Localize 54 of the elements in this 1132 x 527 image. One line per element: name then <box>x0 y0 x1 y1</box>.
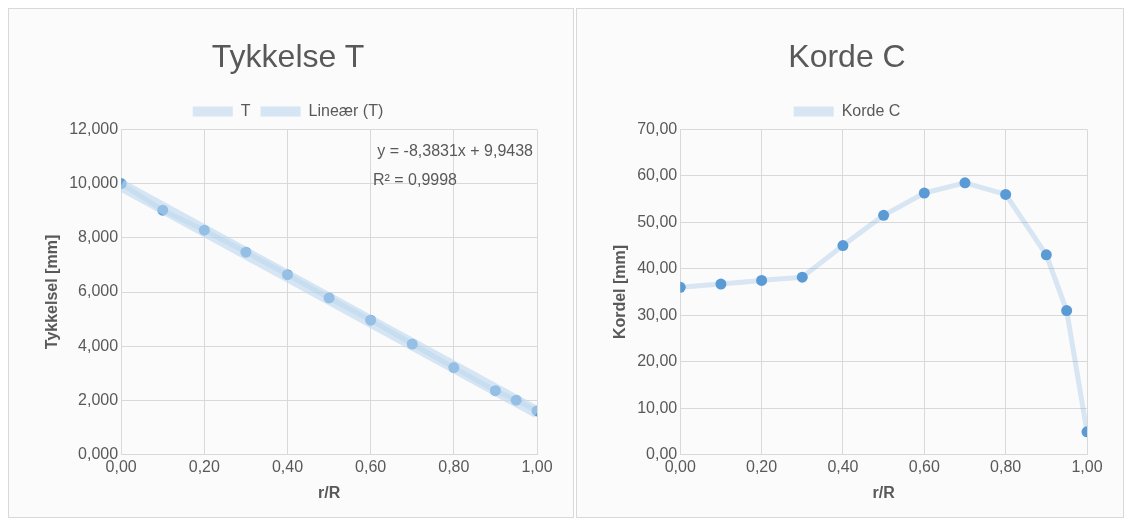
point <box>1000 188 1012 200</box>
x-axis-title: r/R <box>317 483 341 501</box>
y-axis-title: Tykkelsel [mm] <box>43 234 61 350</box>
y-tick-label: 40,00 <box>637 259 678 277</box>
y-tick-label: 20,00 <box>637 352 678 370</box>
y-axis-title: Kordel [mm] <box>611 244 629 340</box>
x-tick-label: 0,60 <box>355 457 387 475</box>
point <box>365 314 377 326</box>
y-tick-label: 30,00 <box>637 305 678 323</box>
chart-title: Tykkelse T <box>211 38 365 75</box>
point <box>489 385 501 397</box>
legend-label: T <box>240 101 251 119</box>
point <box>406 338 418 350</box>
chart-title: Korde C <box>788 38 906 75</box>
y-tick-label: 8,000 <box>78 228 119 246</box>
x-tick-label: 0,80 <box>438 457 470 475</box>
point <box>756 274 768 286</box>
legend-label: Lineær (T) <box>308 101 384 119</box>
point <box>448 362 460 374</box>
legend-label: Korde C <box>841 101 901 119</box>
point <box>1061 305 1073 317</box>
x-tick-label: 1,00 <box>521 457 553 475</box>
y-tick-label: 10,00 <box>637 398 678 416</box>
point <box>837 240 849 252</box>
x-tick-label: 0,60 <box>908 457 940 475</box>
y-tick-label: 2,000 <box>78 390 119 408</box>
annotation: y = -8,3831x + 9,9438 <box>377 141 534 159</box>
y-tick-label: 6,000 <box>78 282 119 300</box>
point <box>240 246 252 258</box>
point <box>959 177 971 189</box>
x-tick-label: 0,20 <box>188 457 220 475</box>
y-tick-label: 10,000 <box>69 174 119 192</box>
y-tick-label: 60,00 <box>637 166 678 184</box>
point <box>918 187 930 199</box>
point <box>1040 249 1052 261</box>
point <box>323 292 335 304</box>
point <box>878 209 890 221</box>
point <box>157 204 169 216</box>
point <box>796 271 808 283</box>
point <box>510 394 522 406</box>
x-axis-title: r/R <box>872 483 896 501</box>
x-tick-label: 0,40 <box>271 457 304 475</box>
y-tick-label: 70,00 <box>637 119 678 137</box>
point <box>281 269 293 281</box>
y-tick-label: 12,000 <box>69 119 119 137</box>
x-tick-label: 0,80 <box>990 457 1022 475</box>
x-tick-label: 0,40 <box>827 457 859 475</box>
annotation: R² = 0,9998 <box>372 170 458 188</box>
x-tick-label: 1,00 <box>1071 457 1103 475</box>
point <box>198 224 210 236</box>
y-tick-label: 50,00 <box>637 212 678 230</box>
x-tick-label: 0,20 <box>746 457 778 475</box>
point <box>715 278 727 290</box>
y-tick-label: 4,000 <box>78 336 119 354</box>
